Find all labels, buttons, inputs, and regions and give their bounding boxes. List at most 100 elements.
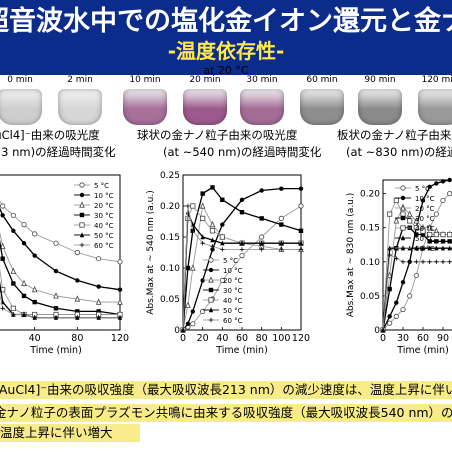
legend-label: 50 °C: [223, 307, 243, 315]
data-point: [447, 245, 452, 251]
x-tick-label: 0: [180, 333, 186, 344]
legend-marker: [400, 195, 406, 201]
data-point: [0, 242, 6, 249]
legend-marker: [400, 204, 406, 211]
legend-marker: [79, 192, 85, 198]
panel3-title-line2: (at ~830 nm)の経過時間変化: [346, 145, 452, 159]
legend-marker: [79, 222, 85, 228]
footer-line-1: [AuCl4]⁻由来の吸収強度（最大吸収波長213 nm）の減少速度は、温度上昇…: [0, 382, 452, 397]
data-point: [190, 309, 196, 314]
panel1-title-line2: (213 nm)の経過時間変化: [0, 145, 116, 159]
legend-label: 20 °C: [94, 202, 114, 210]
data-point: [53, 306, 59, 311]
data-point: [393, 313, 399, 319]
vial-photo: [300, 89, 344, 125]
data-point: [185, 321, 191, 326]
data-point: [210, 247, 215, 252]
data-point: [185, 265, 191, 271]
data-point: [386, 271, 393, 279]
header-banner: 超音波水中での塩化金イオン還元と金ナノ粒子 -温度依存性-: [0, 0, 452, 75]
data-point: [427, 184, 432, 190]
data-point: [447, 239, 452, 244]
x-tick-label: 120: [111, 333, 129, 344]
data-point: [427, 239, 432, 244]
legend-label: 30 °C: [415, 215, 435, 223]
data-point: [185, 301, 191, 308]
y-tick-label: 0.05: [360, 292, 380, 302]
data-point: [434, 181, 439, 186]
vial-photo: [240, 89, 284, 125]
data-point: [259, 247, 264, 252]
data-point: [259, 234, 265, 240]
charts-area: 40 80 120 Time (min) 5 °C 10 °C 20 °C 30 °C 40 °…: [0, 171, 452, 356]
data-point: [21, 221, 27, 228]
data-point: [220, 197, 225, 202]
vial-time-label: 30 min: [246, 75, 278, 85]
legend-marker: [79, 232, 85, 238]
legend-label: 5 °C: [94, 182, 109, 190]
legend-marker: [208, 257, 214, 263]
x-axis-title: Time (min): [396, 345, 449, 356]
data-point: [200, 191, 205, 196]
legend-marker: [208, 276, 214, 283]
data-point: [400, 211, 406, 217]
legend-marker: [400, 245, 406, 251]
legend-label: 50 °C: [94, 232, 114, 240]
series-line: [0, 200, 121, 263]
data-point: [447, 177, 452, 183]
data-point: [413, 217, 420, 224]
x-tick-label: 80: [71, 333, 83, 344]
data-point: [259, 216, 264, 221]
data-point: [32, 299, 37, 305]
data-point: [387, 320, 393, 326]
legend-label: 10 °C: [223, 267, 243, 275]
data-point: [434, 259, 439, 265]
data-point: [190, 228, 196, 233]
data-point: [117, 287, 123, 292]
legend-label: 60 °C: [94, 242, 114, 250]
data-point: [199, 202, 206, 209]
slide-title-row: 超音波水中での塩化金イオン還元と金ナノ粒子: [0, 4, 452, 40]
data-point: [440, 179, 446, 184]
legend-label: 10 °C: [94, 192, 114, 200]
data-point: [413, 272, 419, 279]
data-point: [387, 252, 392, 258]
legend-label: 30 °C: [94, 212, 114, 220]
data-point: [75, 315, 80, 320]
data-point: [413, 225, 419, 231]
vial-time-label: 2 min: [67, 75, 93, 85]
legend-marker: [400, 225, 406, 231]
y-tick-label: 0.20: [360, 190, 380, 200]
data-point: [10, 305, 16, 311]
legend-marker: [208, 307, 214, 313]
data-point: [117, 298, 123, 305]
data-point: [414, 232, 419, 237]
legend-label: 10 °C: [415, 195, 435, 203]
data-point: [53, 268, 59, 274]
legend-label: 50 °C: [415, 235, 435, 243]
data-point: [220, 247, 225, 252]
data-point: [440, 259, 446, 265]
data-point: [209, 228, 216, 234]
vial-time-label: 60 min: [306, 75, 338, 85]
vial-photo: [58, 89, 102, 125]
y-tick-label: 0.20: [160, 202, 180, 212]
data-point: [427, 259, 432, 265]
data-point: [387, 314, 392, 319]
data-point: [219, 234, 225, 240]
series-line: [0, 293, 120, 319]
x-tick-label: 40: [216, 333, 228, 344]
legend-label: 20 °C: [415, 205, 435, 213]
data-point: [11, 281, 16, 286]
y-axis-title: Abs.Max at ~ 540 nm (a.u.): [146, 190, 156, 315]
data-point: [407, 259, 412, 265]
data-point: [259, 188, 264, 193]
legend-label: 40 °C: [94, 222, 114, 230]
vial-time-label: 120 min: [421, 75, 452, 85]
data-point: [420, 198, 426, 203]
y-tick-label: 0.25: [160, 171, 180, 181]
data-point: [53, 315, 59, 320]
data-point: [433, 231, 439, 238]
legend-marker: [208, 297, 214, 303]
